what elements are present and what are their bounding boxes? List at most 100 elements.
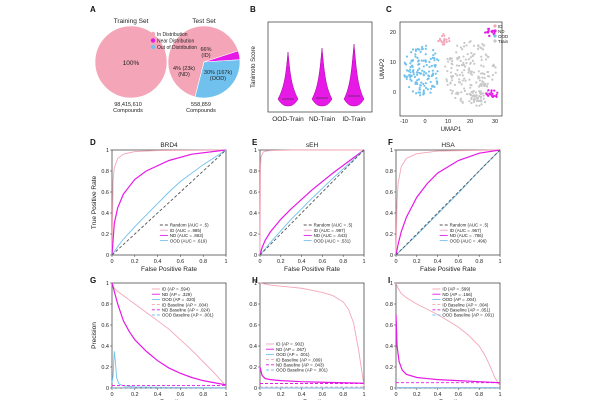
scatter-point-train (478, 79, 481, 82)
legend-entry: ND (AUC = .643) (314, 233, 348, 238)
tick-label-y: 0.6 (385, 323, 393, 329)
scatter-point-id (443, 41, 446, 45)
legend-entry: ID (AP = .594) (162, 287, 190, 292)
scatter-point-ood (422, 82, 425, 86)
tick-label-y: 0.8 (249, 302, 257, 308)
scatter-point-ood (434, 72, 437, 75)
scatter-point-train (480, 47, 483, 50)
tick-label-x: 0.6 (177, 392, 185, 398)
scatter-point-nd (489, 93, 492, 96)
scatter-point-train (469, 56, 472, 59)
tick-label-x: 1 (362, 259, 365, 265)
axis-label-y: Precision (91, 322, 98, 349)
legend-entry: ND Baseline (AP = .043) (276, 363, 324, 368)
tick-label-x: 0.4 (298, 259, 306, 265)
scatter-point-ood (423, 84, 426, 88)
pie-slice-label: 100% (123, 60, 140, 67)
scatter-point-id (443, 34, 446, 37)
scatter-point-nd (490, 89, 493, 92)
tick-label-x: 0.6 (455, 392, 463, 398)
tick-label-x: 0.6 (177, 259, 185, 265)
scatter-point-ood (430, 64, 433, 67)
scatter-point-train (468, 41, 471, 44)
scatter-point-ood (403, 74, 406, 77)
scatter-point-ood (428, 60, 431, 63)
tick-label-x: 0.4 (154, 259, 162, 265)
axis-label-x: UMAP1 (441, 127, 462, 133)
scatter-point-ood (431, 56, 434, 60)
legend-entry: ID (AUC = .985) (170, 228, 202, 233)
scatter-point-train (494, 71, 497, 74)
pie-slice-label: 30% (167k) (204, 70, 232, 76)
scatter-point-train (455, 51, 458, 54)
scatter-point-ood (420, 81, 423, 84)
scatter-point-ood (422, 59, 425, 62)
scatter-point-ood (434, 64, 437, 67)
scatter-point-ood (407, 85, 411, 89)
scatter-point-ood (408, 68, 412, 71)
scatter-point-train (450, 57, 454, 60)
legend-entry: Near Distribution (157, 39, 194, 45)
tick-label-x: 1 (498, 259, 501, 265)
scatter-point-id (438, 37, 442, 40)
legend-marker (150, 31, 156, 37)
plot-frame (395, 282, 501, 389)
scatter-point-train (476, 47, 480, 51)
series-line-2 (111, 149, 227, 256)
pie-slice-in-distribution (94, 25, 168, 99)
legend-entry: ID (498, 24, 503, 29)
scatter-point-ood (422, 65, 425, 68)
scatter-point-ood (419, 84, 422, 87)
scatter-point-train (482, 65, 485, 68)
tick-label-y: 0.6 (385, 190, 393, 196)
pie-slice-label: (OOD) (210, 76, 226, 82)
scatter-point-ood (422, 91, 425, 94)
scatter-point-train (472, 98, 476, 101)
tick-label-y: 0 (390, 253, 393, 259)
series-line-1 (395, 149, 501, 256)
tick-label-x: 0.8 (339, 259, 347, 265)
scatter-point-train (486, 82, 489, 85)
tick-label-y: 20 (390, 30, 396, 36)
scatter-point-train (459, 99, 462, 102)
scatter-point-train (488, 75, 491, 78)
tick-label-y: 0 (254, 253, 257, 259)
legend-entry: OOD (AP = .001) (276, 352, 310, 357)
tick-label-x: 0.8 (339, 392, 347, 398)
plot-frame (259, 282, 365, 389)
scatter-point-train (480, 58, 483, 61)
legend-entry: In Distribution (157, 32, 188, 38)
scatter-point-ood (412, 73, 415, 76)
legend-entry: ID (AUC = .997) (314, 228, 346, 233)
scatter-point-train (462, 61, 465, 65)
scatter-point-train (478, 104, 481, 107)
scatter-point-ood (417, 48, 421, 51)
tick-label-x: 10 (445, 119, 451, 125)
chart-title: sEH (306, 142, 319, 149)
scatter-point-train (459, 46, 462, 49)
scatter-point-train (477, 75, 480, 78)
scatter-point-ood (415, 81, 418, 85)
scatter-point-train (486, 90, 489, 94)
tick-label-x: 0.2 (131, 392, 139, 398)
scatter-point-train (475, 104, 478, 107)
scatter-point-train (450, 66, 453, 70)
tick-label-x: 0 (110, 259, 113, 265)
series-line-2 (259, 149, 365, 256)
scatter-point-ood (407, 70, 410, 73)
plot-frame (267, 21, 373, 113)
pie-title: Test Set (192, 18, 216, 25)
legend-entry: OOD Baseline (AP = .001) (442, 313, 494, 318)
legend-entry: OOD Baseline (AP = .001) (162, 313, 214, 318)
scatter-point-ood (427, 70, 431, 73)
tick-label-x: 0 (110, 392, 113, 398)
scatter-point-ood (418, 71, 421, 75)
scatter-point-nd (483, 31, 487, 34)
legend-entry: ND (AUC = .786) (450, 233, 484, 238)
scatter-point-ood (422, 89, 425, 92)
scatter-point-id (437, 39, 440, 43)
scatter-point-train (473, 53, 476, 56)
scatter-point-id (442, 33, 445, 36)
scatter-point-ood (432, 49, 435, 52)
legend-entry: OOD (AUC = .496) (450, 238, 488, 243)
